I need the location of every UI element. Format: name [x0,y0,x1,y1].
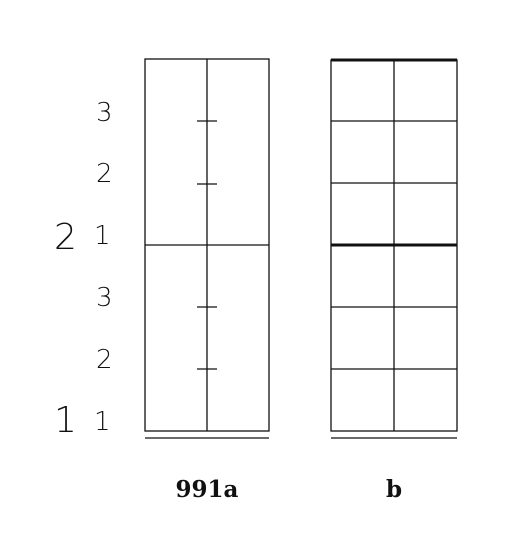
label-lower-1: 1 [94,407,111,437]
label-outer-2: 2 [54,217,77,258]
figure-a [144,58,270,439]
caption-a: 991a [176,476,239,503]
label-upper-3: 3 [96,98,113,128]
label-upper-2: 2 [96,159,113,189]
row-labels: 3 2 1 3 2 1 2 1 [54,98,113,441]
label-upper-1: 1 [94,221,111,251]
label-lower-2: 2 [96,345,113,375]
label-outer-1: 1 [54,400,77,441]
label-lower-3: 3 [96,283,113,313]
figure-b [330,58,458,439]
caption-b: b [386,476,402,503]
